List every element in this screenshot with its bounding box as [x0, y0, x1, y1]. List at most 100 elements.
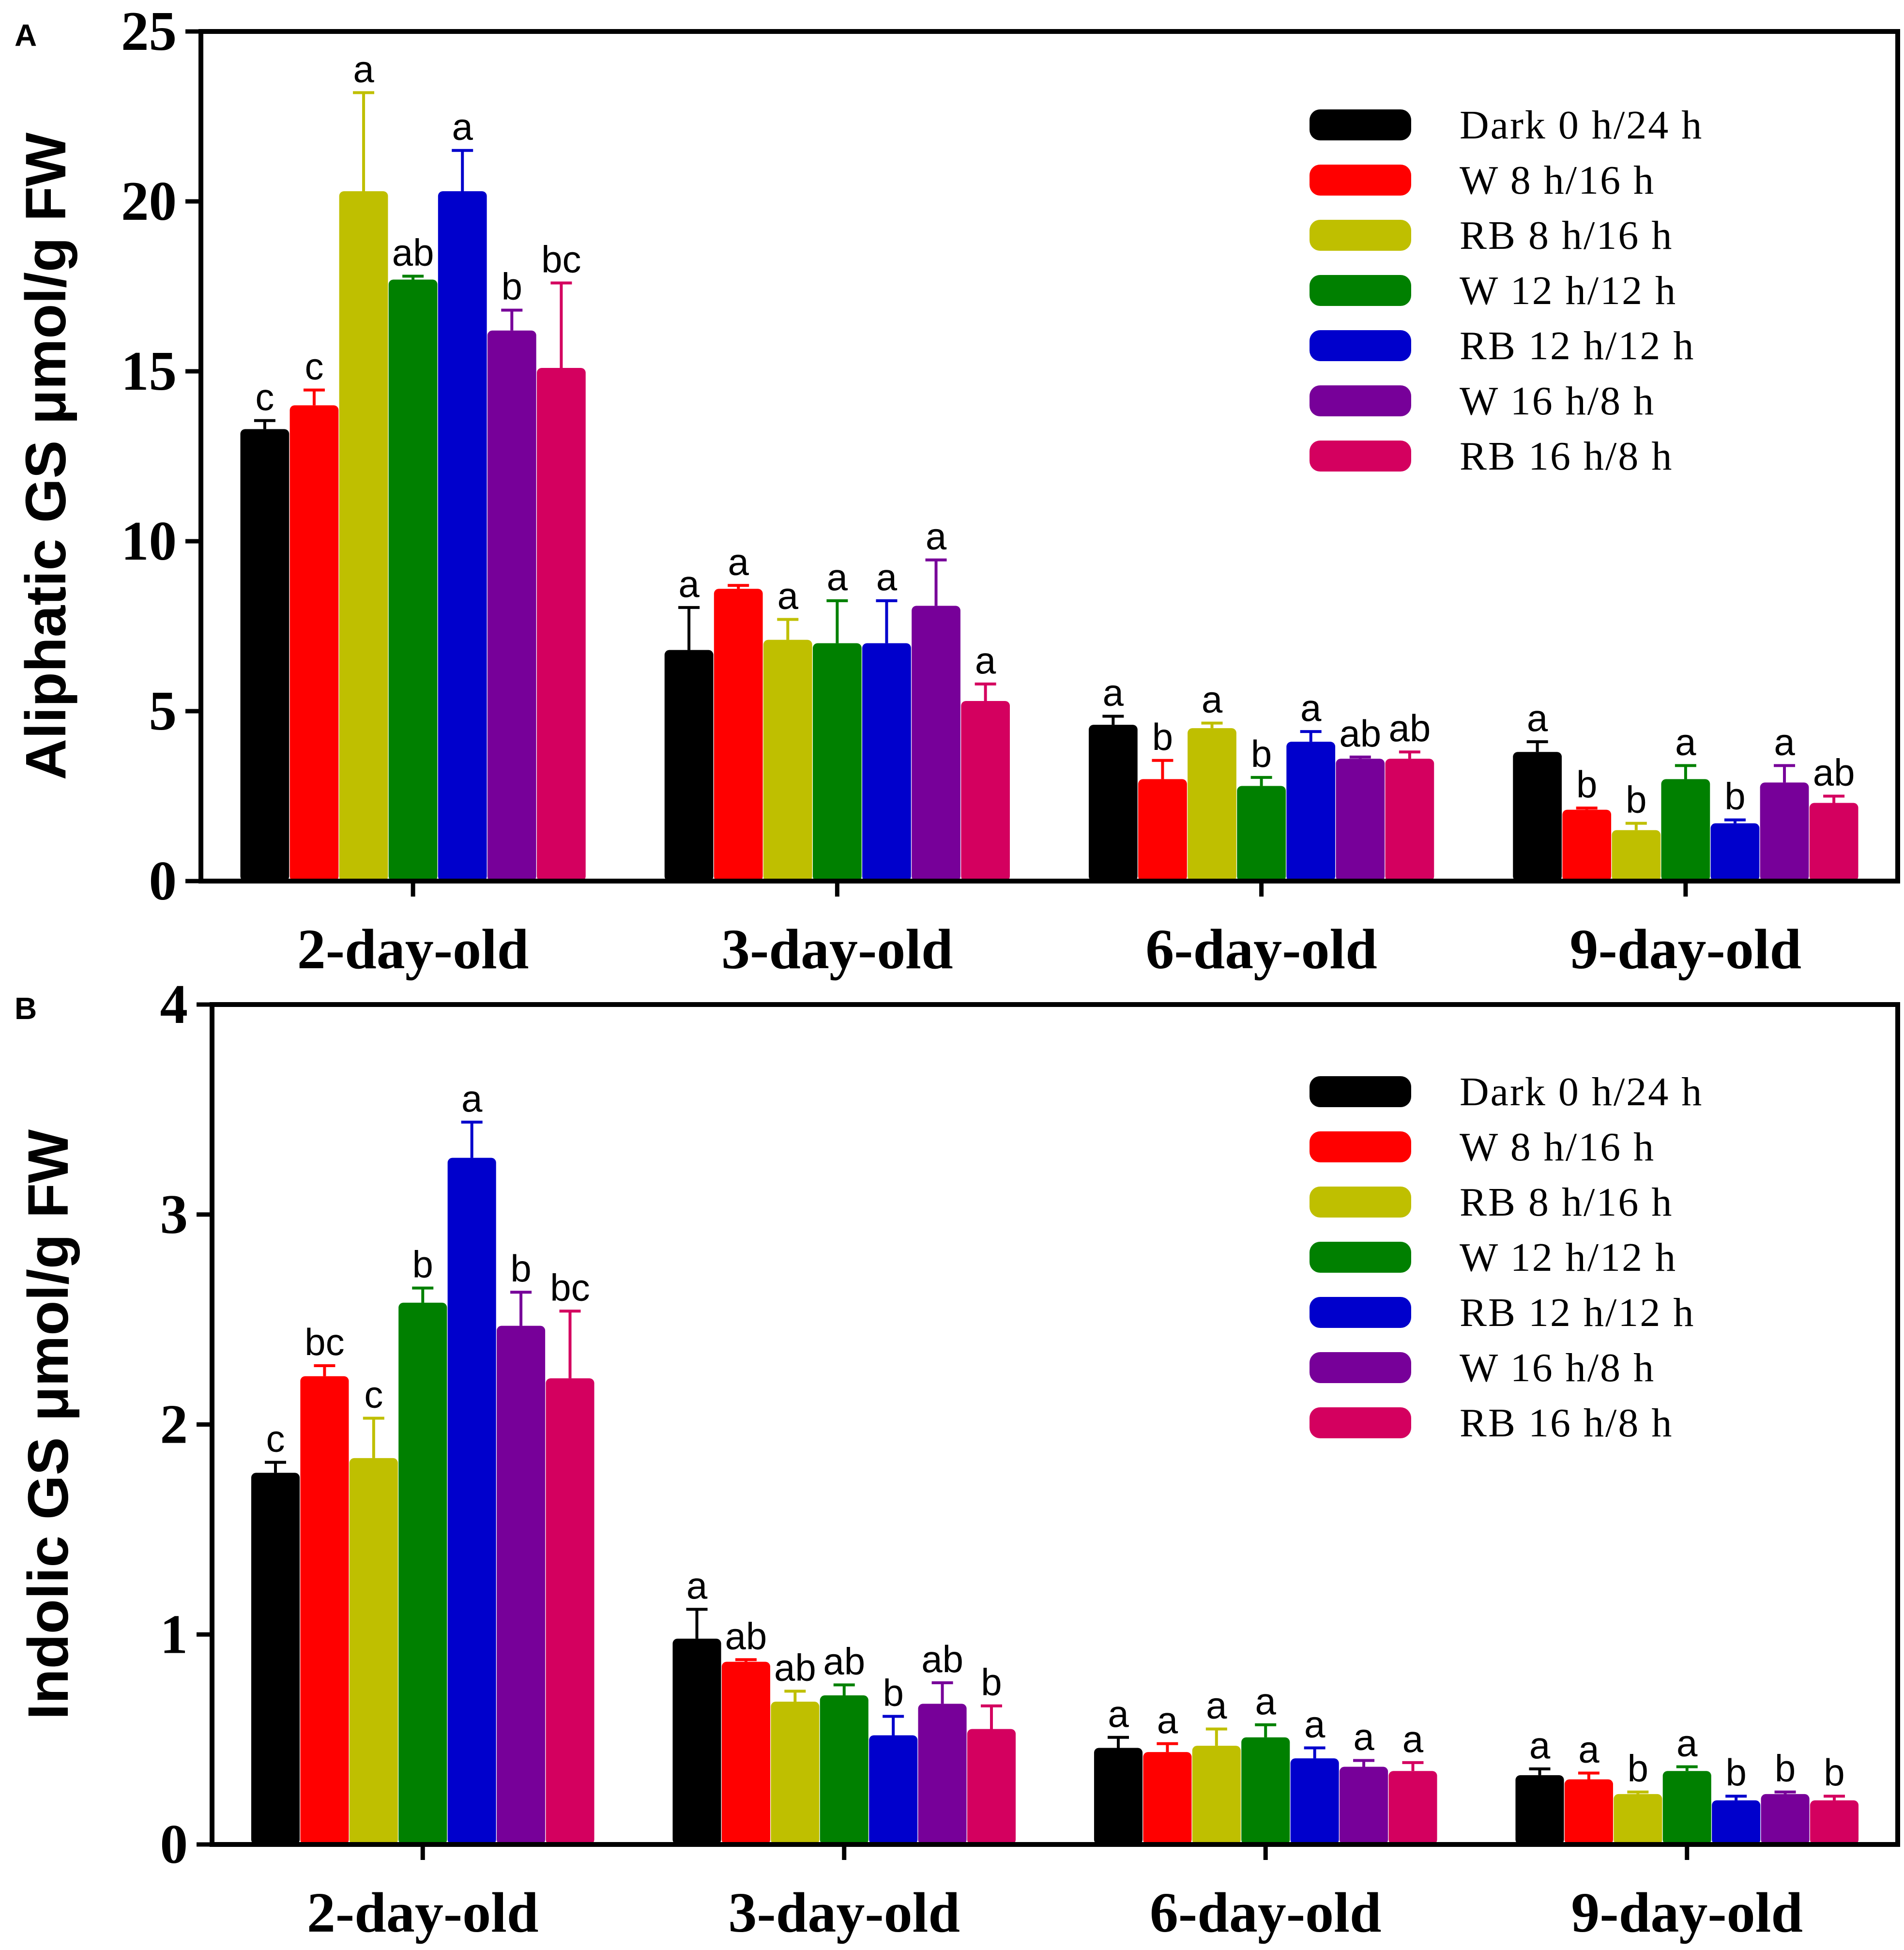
- legend-swatch: [1310, 1407, 1411, 1438]
- y-tick-label: 25: [121, 0, 177, 62]
- y-tick-label: 10: [121, 510, 177, 572]
- significance-label: ab: [725, 1615, 767, 1657]
- bar: [1094, 1748, 1143, 1844]
- bar: [771, 1702, 820, 1844]
- significance-label: a: [1157, 1699, 1178, 1741]
- significance-label: b: [1576, 763, 1597, 806]
- significance-label: a: [728, 540, 749, 583]
- legend-label: RB 12 h/12 h: [1460, 1290, 1695, 1335]
- category-label: 9-day-old: [1570, 917, 1802, 981]
- bar: [1760, 782, 1809, 881]
- legend-swatch: [1310, 1297, 1411, 1328]
- significance-label: bc: [550, 1266, 590, 1309]
- bar: [1513, 752, 1562, 881]
- significance-label: a: [975, 639, 996, 682]
- legend-swatch: [1310, 220, 1411, 251]
- bar: [1290, 1758, 1339, 1844]
- bar: [1340, 1767, 1388, 1844]
- bar: [967, 1729, 1016, 1844]
- bar: [1712, 1800, 1761, 1844]
- bar: [1088, 725, 1138, 881]
- bar: [398, 1302, 447, 1844]
- y-tick-label: 5: [149, 680, 177, 742]
- significance-label: ab: [1388, 707, 1431, 749]
- bar: [1188, 728, 1236, 881]
- legend-label: W 12 h/12 h: [1460, 1235, 1677, 1280]
- legend-label: RB 16 h/8 h: [1460, 434, 1673, 479]
- category-label: 3-day-old: [721, 917, 953, 981]
- legend-swatch: [1310, 385, 1411, 416]
- y-tick-label: 1: [160, 1603, 188, 1665]
- bar: [1562, 809, 1612, 881]
- significance-label: b: [1626, 778, 1646, 821]
- legend-swatch: [1310, 1131, 1411, 1162]
- legend-label: W 8 h/16 h: [1460, 158, 1655, 203]
- category-label: 9-day-old: [1571, 1881, 1803, 1944]
- bar: [1614, 1794, 1662, 1844]
- category-label: 2-day-old: [297, 917, 529, 981]
- significance-label: a: [926, 515, 947, 558]
- bar: [1810, 1800, 1859, 1844]
- panel-letter: A: [15, 18, 37, 53]
- significance-label: a: [1529, 1724, 1551, 1767]
- bar: [862, 643, 911, 881]
- legend-label: RB 8 h/16 h: [1460, 1180, 1673, 1225]
- significance-label: a: [1774, 720, 1795, 763]
- significance-label: a: [827, 556, 848, 598]
- significance-label: a: [678, 563, 700, 605]
- legend-swatch: [1310, 109, 1411, 140]
- bar: [1286, 742, 1336, 881]
- significance-label: a: [1527, 697, 1548, 739]
- significance-label: a: [1402, 1718, 1424, 1760]
- bar: [1237, 786, 1286, 881]
- legend-label: W 8 h/16 h: [1460, 1125, 1655, 1170]
- significance-label: a: [686, 1564, 708, 1607]
- significance-label: a: [1304, 1703, 1325, 1745]
- significance-label: ab: [1813, 751, 1855, 794]
- bar: [1143, 1752, 1192, 1844]
- bar: [1388, 1771, 1437, 1844]
- bar: [300, 1376, 349, 1844]
- significance-label: a: [1300, 686, 1322, 729]
- bar: [869, 1735, 918, 1844]
- bar: [1761, 1794, 1810, 1844]
- significance-label: a: [876, 556, 898, 598]
- bar: [1612, 830, 1661, 881]
- bar: [918, 1704, 967, 1844]
- bar: [1515, 1775, 1564, 1844]
- significance-label: bc: [305, 1321, 344, 1363]
- significance-label: b: [1724, 775, 1745, 818]
- legend-swatch: [1310, 1242, 1411, 1273]
- bar: [1661, 779, 1710, 881]
- significance-label: a: [1676, 1722, 1698, 1765]
- bar: [487, 330, 536, 881]
- legend-swatch: [1310, 441, 1411, 472]
- significance-label: b: [883, 1671, 903, 1714]
- legend-swatch: [1310, 1352, 1411, 1383]
- legend-swatch: [1310, 1076, 1411, 1107]
- bar: [912, 606, 960, 881]
- significance-label: a: [452, 106, 473, 148]
- significance-label: a: [1108, 1692, 1129, 1735]
- legend-label: W 16 h/8 h: [1460, 379, 1655, 424]
- significance-label: b: [1775, 1747, 1796, 1790]
- y-axis-title: Aliphatic GS μmol/g FW: [14, 132, 78, 780]
- significance-label: a: [1353, 1716, 1374, 1758]
- bar: [714, 589, 763, 881]
- bar: [1385, 759, 1434, 881]
- significance-label: b: [502, 265, 522, 308]
- legend-label: W 12 h/12 h: [1460, 268, 1677, 313]
- legend-label: RB 12 h/12 h: [1460, 323, 1695, 368]
- bar: [339, 191, 388, 882]
- significance-label: b: [1251, 732, 1272, 775]
- plot-frame: [210, 1002, 1900, 1847]
- significance-label: a: [1202, 678, 1223, 721]
- significance-label: ab: [823, 1640, 865, 1682]
- bar: [812, 643, 862, 881]
- legend-swatch: [1310, 1187, 1411, 1218]
- significance-label: a: [1206, 1684, 1227, 1726]
- significance-label: a: [1103, 671, 1124, 714]
- bar: [763, 640, 812, 881]
- significance-label: c: [305, 345, 323, 388]
